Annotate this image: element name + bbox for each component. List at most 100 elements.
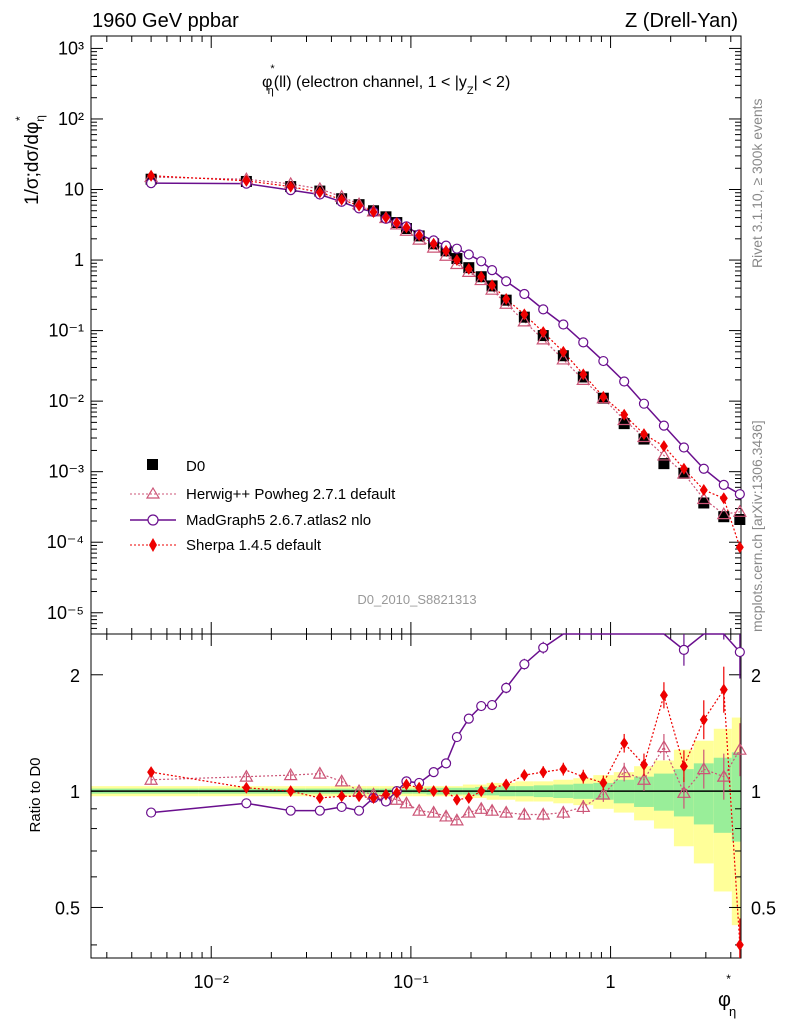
data-point-sherpa bbox=[392, 217, 401, 230]
ratio-point-sherpa bbox=[147, 766, 156, 779]
ratio-point-herwig bbox=[556, 805, 571, 818]
data-point-sherpa bbox=[286, 180, 295, 193]
data-point-madgraph bbox=[558, 319, 569, 330]
ratio-point-madgraph bbox=[678, 644, 690, 655]
ratio-point-sherpa bbox=[502, 778, 511, 791]
legend-marker-d0 bbox=[147, 459, 158, 470]
y-tick-label-ratio-right: 1 bbox=[751, 782, 761, 802]
ratio-point-sherpa bbox=[699, 713, 708, 726]
ratio-point-herwig bbox=[239, 769, 254, 782]
ratio-point-madgraph bbox=[501, 682, 512, 693]
ratio-point-madgraph bbox=[314, 805, 325, 816]
ratio-point-herwig bbox=[485, 803, 500, 816]
data-point-d0 bbox=[718, 511, 730, 523]
legend-marker-herwig bbox=[145, 486, 161, 499]
legend-marker-sherpa bbox=[149, 538, 157, 552]
data-point-sherpa bbox=[242, 174, 251, 187]
ratio-point-madgraph bbox=[486, 699, 498, 711]
ratio-point-sherpa bbox=[719, 683, 728, 696]
data-point-madgraph bbox=[538, 304, 549, 315]
y-tick-label-main: 1 bbox=[74, 250, 84, 270]
ratio-point-sherpa bbox=[337, 790, 346, 803]
data-point-madgraph bbox=[698, 463, 709, 474]
ratio-point-madgraph bbox=[353, 805, 365, 816]
ratio-point-madgraph bbox=[428, 766, 439, 778]
ratio-point-sherpa bbox=[639, 758, 648, 771]
data-point-sherpa bbox=[369, 205, 378, 218]
ratio-point-herwig bbox=[536, 807, 551, 820]
ratio-point-sherpa bbox=[392, 786, 401, 799]
data-point-sherpa bbox=[579, 368, 588, 381]
ratio-series-layer bbox=[144, 633, 747, 958]
data-point-d0 bbox=[618, 418, 630, 430]
y-tick-label-ratio-right: 2 bbox=[751, 666, 761, 686]
ratio-point-herwig bbox=[636, 772, 652, 785]
ratio-point-herwig bbox=[389, 792, 404, 805]
main-series-layer bbox=[144, 169, 747, 554]
ratio-point-sherpa bbox=[286, 785, 295, 798]
ratio-point-madgraph bbox=[734, 646, 745, 658]
x-tick-label: 10⁻¹ bbox=[393, 972, 429, 992]
data-point-madgraph bbox=[501, 276, 512, 287]
data-point-herwig bbox=[576, 372, 591, 386]
ratio-point-herwig bbox=[334, 774, 349, 787]
data-point-herwig bbox=[517, 314, 532, 327]
ratio-point-herwig bbox=[144, 772, 159, 785]
data-point-madgraph bbox=[463, 249, 474, 260]
data-point-d0 bbox=[658, 458, 670, 470]
ratio-point-madgraph bbox=[146, 807, 157, 818]
ratio-point-madgraph bbox=[451, 731, 463, 743]
data-point-sherpa bbox=[639, 428, 648, 441]
ratio-point-sherpa bbox=[477, 785, 486, 798]
x-tick-label: 1 bbox=[606, 972, 616, 992]
ratio-point-herwig bbox=[412, 803, 427, 816]
ratio-point-sherpa bbox=[415, 781, 424, 794]
plot-annotation: φ* η(ll) (electron channel, 1 < |yZ| < 2) bbox=[262, 63, 510, 97]
header-left: 1960 GeV ppbar bbox=[92, 10, 239, 32]
ratio-point-sherpa bbox=[620, 737, 629, 750]
ratio-band-green bbox=[731, 752, 741, 842]
data-point-sherpa bbox=[620, 408, 629, 421]
ratio-point-herwig bbox=[656, 739, 671, 753]
data-point-herwig bbox=[716, 506, 731, 520]
mcplots-source-text: mcplots.cern.ch [arXiv:1306.3436] bbox=[749, 420, 765, 632]
data-point-herwig bbox=[439, 248, 454, 261]
analysis-watermark: D0_2010_S8821313 bbox=[357, 592, 476, 607]
data-point-sherpa bbox=[464, 262, 473, 275]
x-axis-label: φ η* bbox=[718, 972, 736, 1019]
ratio-point-madgraph bbox=[285, 805, 296, 816]
data-point-madgraph bbox=[619, 376, 630, 387]
ratio-point-herwig bbox=[426, 805, 441, 818]
data-point-herwig bbox=[499, 296, 514, 309]
ratio-point-sherpa bbox=[381, 788, 390, 801]
ratio-point-sherpa bbox=[599, 776, 608, 789]
ratio-point-sherpa bbox=[315, 791, 324, 804]
ratio-point-sherpa bbox=[735, 938, 744, 951]
ratio-point-madgraph bbox=[336, 801, 347, 813]
ratio-point-sherpa bbox=[355, 790, 364, 803]
y-axis-label-main: 1/σ;dσ/dφη* bbox=[13, 115, 47, 205]
ratio-point-madgraph bbox=[519, 659, 530, 670]
y-tick-label-ratio: 2 bbox=[70, 666, 80, 686]
data-point-sherpa bbox=[559, 345, 568, 358]
ratio-point-sherpa bbox=[559, 763, 568, 776]
y-tick-label-main: 10⁻² bbox=[48, 391, 84, 411]
data-point-herwig bbox=[617, 412, 632, 426]
data-point-sherpa bbox=[381, 211, 390, 224]
ratio-point-herwig bbox=[461, 805, 476, 818]
ratio-point-sherpa bbox=[659, 689, 668, 702]
ratio-point-sherpa bbox=[242, 781, 251, 794]
y-tick-label-main: 10² bbox=[58, 109, 84, 129]
ratio-point-herwig bbox=[499, 805, 514, 818]
data-point-madgraph bbox=[578, 337, 589, 348]
ratio-point-sherpa bbox=[464, 791, 473, 804]
data-point-sherpa bbox=[147, 169, 156, 182]
ratio-point-sherpa bbox=[402, 778, 411, 791]
data-point-herwig bbox=[636, 429, 652, 443]
ratio-point-madgraph bbox=[440, 758, 452, 769]
data-point-sherpa bbox=[520, 308, 529, 321]
data-point-madgraph bbox=[658, 420, 670, 431]
data-point-madgraph bbox=[638, 398, 650, 409]
data-point-madgraph bbox=[734, 489, 745, 500]
